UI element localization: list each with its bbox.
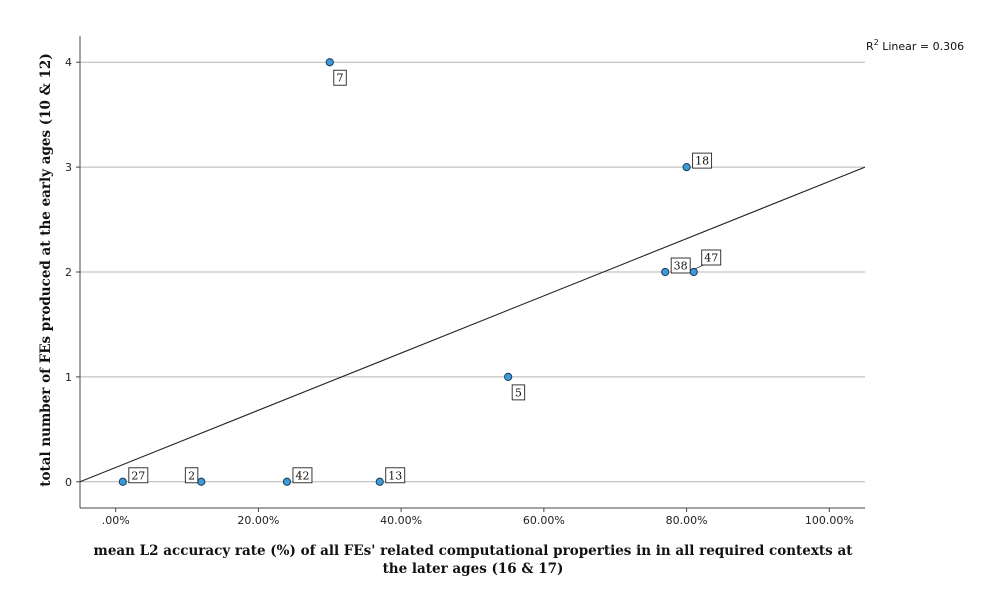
point-labels: 7 18 38 47 5 27 2 42 13 bbox=[128, 69, 722, 484]
data-point bbox=[682, 163, 691, 172]
fit-line-group bbox=[79, 166, 866, 483]
y-tick-label: 4 bbox=[65, 56, 72, 69]
x-tick-labels: .00% 20.00% 40.00% 60.00% 80.00% 100.00% bbox=[102, 508, 854, 527]
point-label-box bbox=[670, 257, 691, 274]
x-tick-label: .00% bbox=[102, 514, 130, 527]
data-point bbox=[504, 372, 513, 381]
point-label-box bbox=[692, 152, 713, 169]
point-label: 27 bbox=[131, 469, 145, 482]
x-tick-label: 20.00% bbox=[237, 514, 279, 527]
x-tick-label: 60.00% bbox=[523, 514, 565, 527]
point-label-box bbox=[333, 69, 347, 86]
point-label: 42 bbox=[295, 469, 309, 482]
y-axis-title: total number of FEs produced at the earl… bbox=[38, 53, 54, 486]
point-label: 38 bbox=[674, 260, 688, 273]
r2-superscript: 2 bbox=[874, 38, 879, 47]
point-label-box bbox=[701, 249, 722, 266]
point-label-box bbox=[184, 467, 199, 484]
data-point bbox=[118, 477, 127, 486]
x-tick-label: 100.00% bbox=[805, 514, 854, 527]
y-tick-label: 3 bbox=[65, 161, 72, 174]
x-tick-label: 80.00% bbox=[666, 514, 708, 527]
r2-prefix: R bbox=[866, 40, 874, 53]
data-point bbox=[661, 267, 670, 277]
y-tick-label: 1 bbox=[65, 371, 72, 384]
point-label: 5 bbox=[515, 386, 522, 399]
point-label-box bbox=[511, 384, 526, 401]
point-label: 18 bbox=[695, 155, 709, 168]
point-label-box bbox=[385, 467, 406, 484]
point-label-box bbox=[128, 467, 149, 484]
r2-value: Linear = 0.306 bbox=[879, 40, 964, 53]
data-point bbox=[375, 477, 384, 486]
point-label: 7 bbox=[337, 72, 344, 85]
data-point bbox=[689, 267, 698, 277]
point-label: 13 bbox=[388, 469, 402, 482]
fit-line bbox=[79, 166, 866, 483]
x-axis-title-line-2: the later ages (16 & 17) bbox=[383, 561, 564, 577]
data-point bbox=[325, 58, 334, 67]
y-tick-label: 0 bbox=[65, 476, 72, 489]
point-label: 2 bbox=[188, 469, 195, 482]
x-axis-title-line-1: mean L2 accuracy rate (%) of all FEs' re… bbox=[94, 543, 854, 559]
data-point bbox=[197, 477, 206, 486]
data-point bbox=[282, 477, 292, 486]
x-tick-label: 40.00% bbox=[380, 514, 422, 527]
point-label-box bbox=[292, 467, 313, 484]
r2-annotation: R2 Linear = 0.306 bbox=[866, 38, 964, 53]
y-tick-labels: 0 1 2 3 4 bbox=[65, 56, 80, 489]
y-tick-label: 2 bbox=[65, 266, 72, 279]
point-label: 47 bbox=[704, 252, 718, 265]
gridlines bbox=[80, 61, 865, 483]
point-label-leader bbox=[694, 264, 704, 270]
